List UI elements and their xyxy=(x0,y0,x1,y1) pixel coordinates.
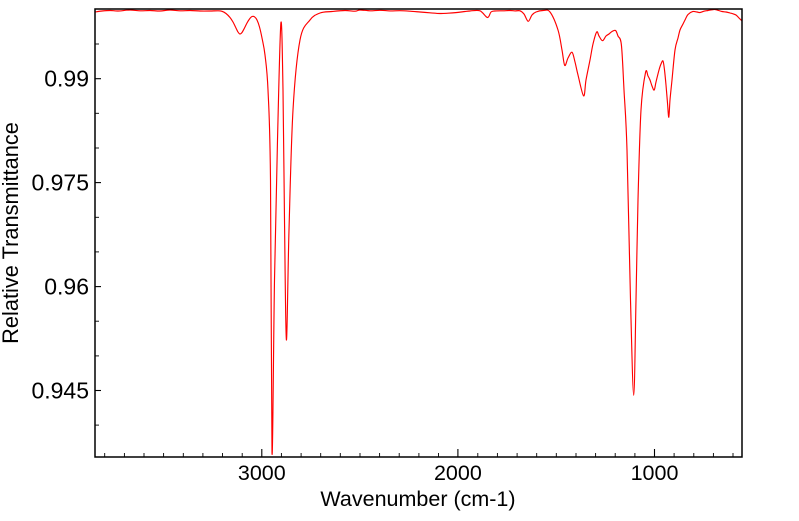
svg-text:Relative Transmittance: Relative Transmittance xyxy=(0,122,23,344)
svg-text:0.99: 0.99 xyxy=(44,66,89,92)
svg-text:3000: 3000 xyxy=(238,461,286,485)
svg-text:1000: 1000 xyxy=(631,461,679,485)
svg-text:2000: 2000 xyxy=(434,461,482,485)
svg-text:0.945: 0.945 xyxy=(31,377,89,403)
svg-text:Wavenumber (cm-1): Wavenumber (cm-1) xyxy=(320,487,515,511)
svg-text:0.975: 0.975 xyxy=(31,169,89,195)
svg-text:0.96: 0.96 xyxy=(44,273,89,299)
